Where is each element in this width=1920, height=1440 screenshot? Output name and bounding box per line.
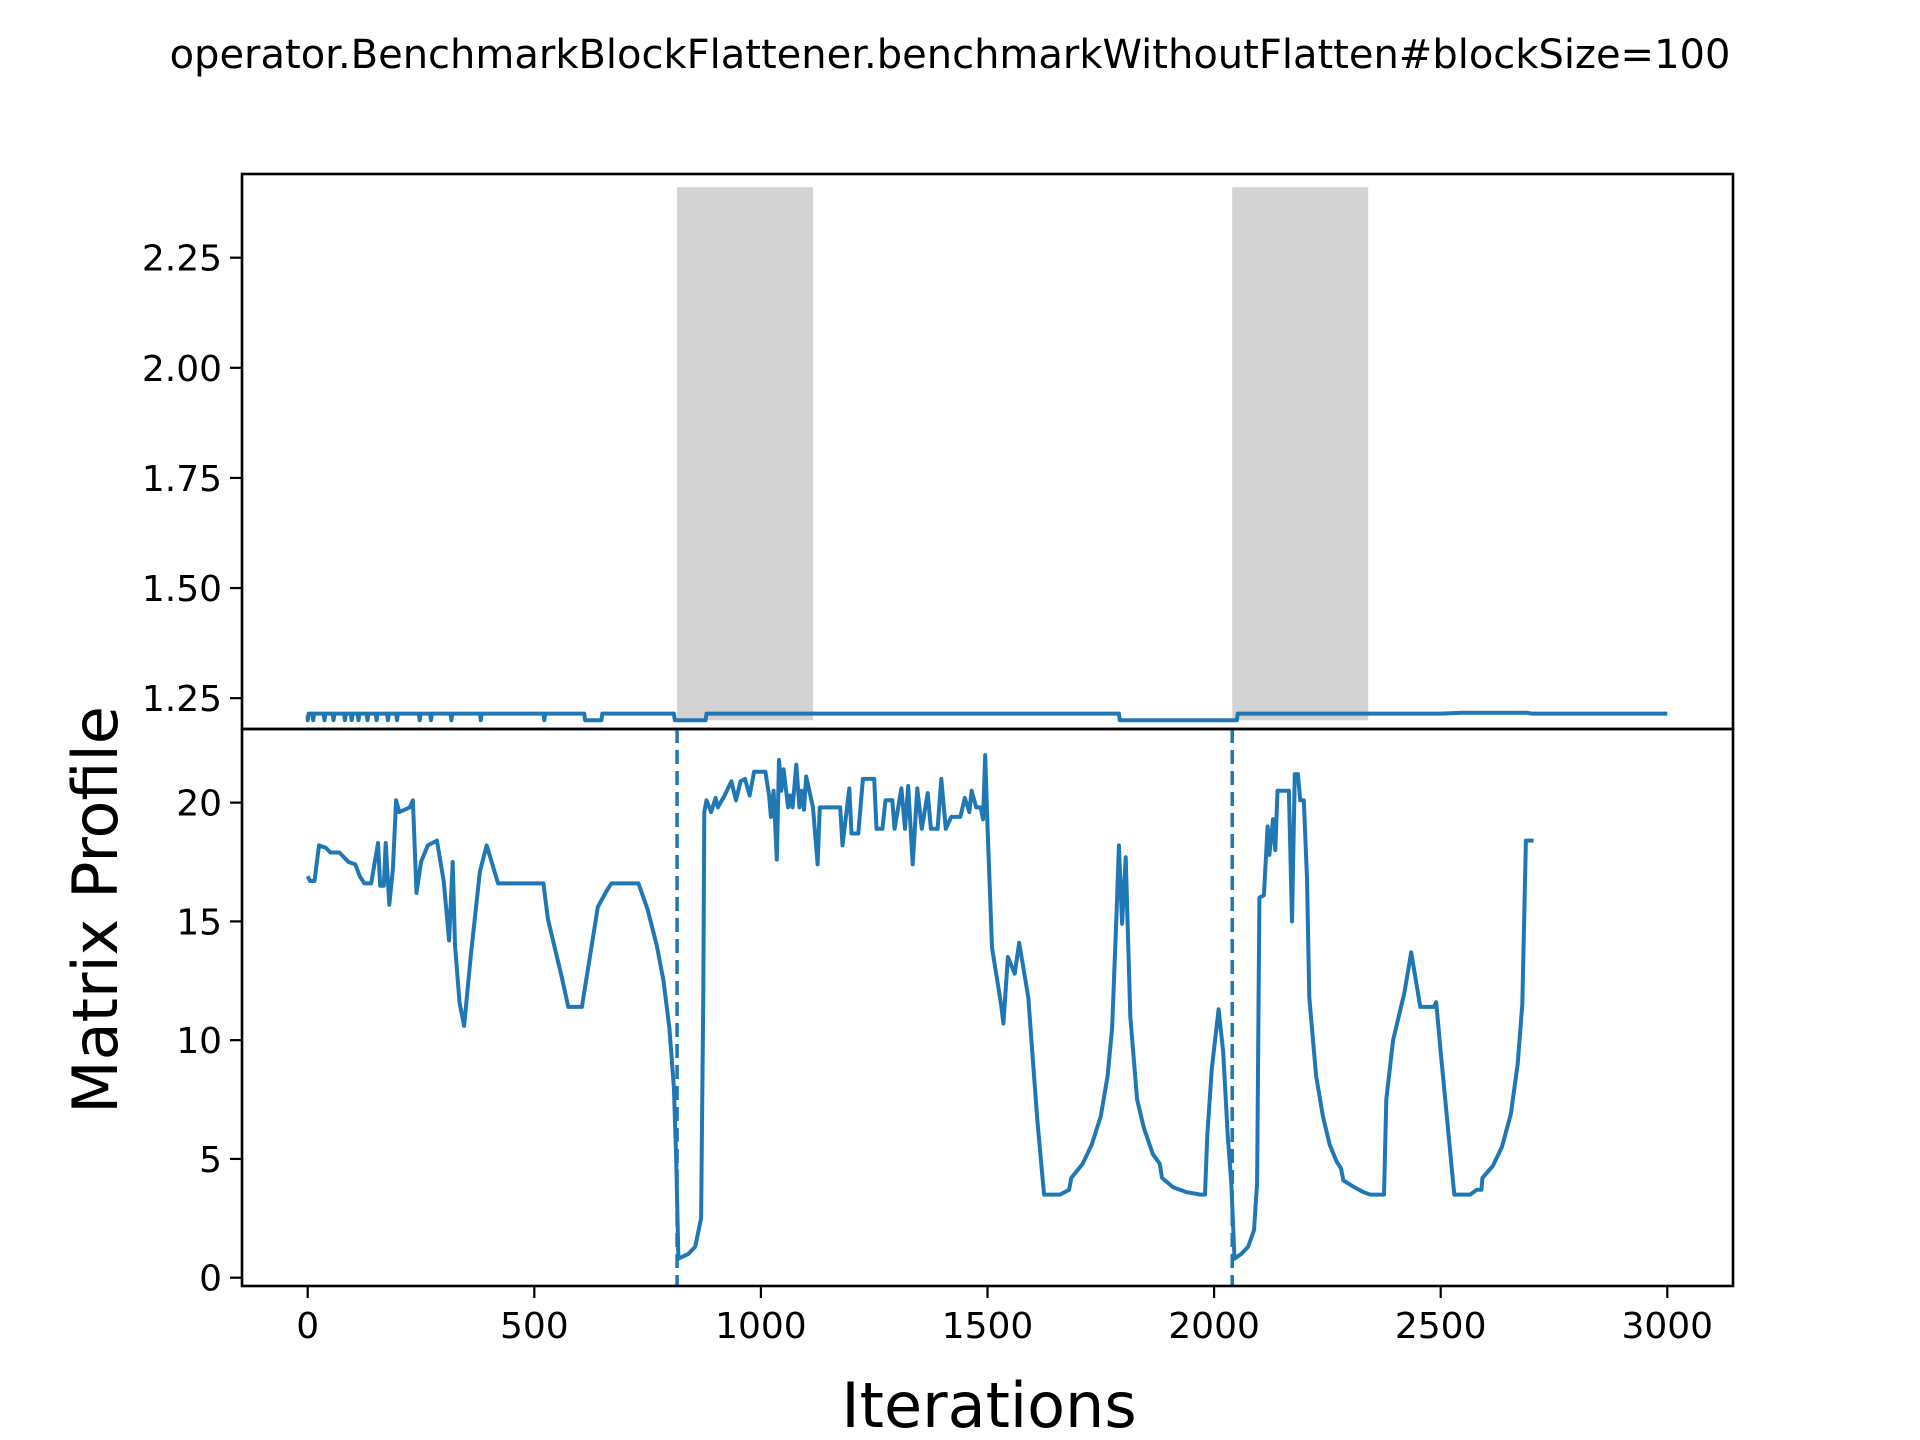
y-axis-label: Matrix Profile [59, 706, 132, 1114]
y-tick-label-time-series-2: 1.75 [142, 459, 222, 500]
time-series-panel: 1.25 1.50 1.75 2.00 2.25 [142, 172, 1735, 731]
time-series-frame [240, 172, 1735, 731]
x-tick-label-3: 1500 [942, 1306, 1034, 1347]
y-tick-label-matrix-profile-4: 20 [176, 784, 222, 825]
chart-title: operator.BenchmarkBlockFlattener.benchma… [170, 32, 1731, 78]
x-tick-label-5: 2500 [1395, 1306, 1487, 1347]
y-tick-label-time-series-0: 1.25 [142, 679, 222, 720]
x-axis: 0 500 1000 1500 2000 2500 3000 [296, 1286, 1713, 1347]
time-series-line-1 [305, 710, 1668, 723]
y-tick-label-time-series-4: 2.25 [142, 239, 222, 280]
matrix-profile-panel: 0 5 10 15 20 [176, 727, 1735, 1300]
y-tick-label-matrix-profile-3: 15 [176, 902, 222, 943]
y-tick-label-matrix-profile-1: 5 [199, 1140, 222, 1181]
shaded-region-1 [677, 187, 814, 721]
x-axis-label: Iterations [841, 1369, 1136, 1440]
y-tick-label-matrix-profile-0: 0 [199, 1259, 222, 1300]
y-tick-label-time-series-3: 2.00 [142, 349, 222, 390]
x-tick-label-4: 2000 [1168, 1306, 1260, 1347]
x-tick-label-6: 3000 [1621, 1306, 1713, 1347]
y-tick-label-time-series-1: 1.50 [142, 569, 222, 610]
matrix-profile-line-1 [305, 753, 1534, 1261]
x-tick-label-0: 0 [296, 1306, 319, 1347]
x-tick-label-2: 1000 [715, 1306, 807, 1347]
y-tick-label-matrix-profile-2: 10 [176, 1021, 222, 1062]
x-tick-label-1: 500 [500, 1306, 569, 1347]
shaded-region-2 [1232, 187, 1369, 721]
